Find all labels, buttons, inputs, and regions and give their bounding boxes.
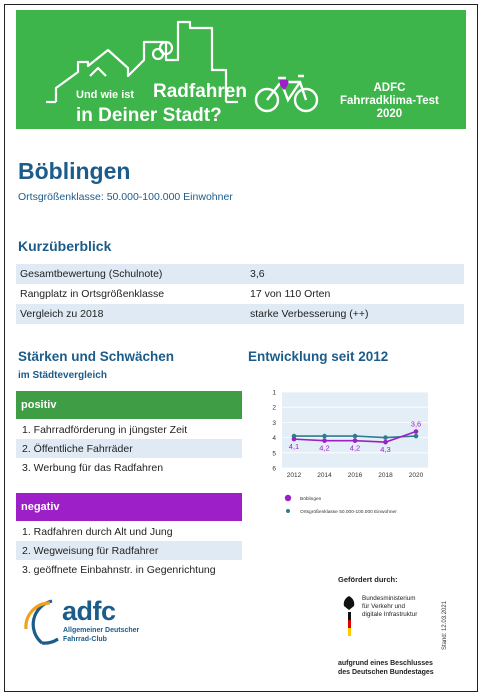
overview-value: 3,6 [250,268,265,280]
data-label: 4,3 [380,445,390,454]
strengths-heading: Stärken und Schwächen [18,349,175,364]
overview-heading: Kurzüberblick [18,238,112,254]
x-tick-label: 2020 [409,472,424,479]
data-point [383,435,388,440]
development-heading: Entwicklung seit 2012 [248,349,389,364]
data-point [322,438,327,443]
ministry-line-2: für Verkehr und [362,603,406,610]
funded-by-label: Gefördert durch: [338,575,398,584]
overview-row: Vergleich zu 2018 starke Verbesserung (+… [16,304,464,324]
list-item: 1. Radfahren durch Alt und Jung [22,525,173,538]
data-point [413,429,419,434]
city-title: Böblingen [18,158,131,184]
overview-row: Rangplatz in Ortsgrößenklasse 17 von 110… [16,284,464,304]
y-tick-label: 5 [272,450,276,457]
overview-row: Gesamtbewertung (Schulnote) 3,6 [16,264,464,284]
list-item: 2. Öffentliche Fahrräder [16,439,242,458]
city-skyline-illustration [46,20,319,113]
data-point [322,433,327,439]
overview-value: starke Verbesserung (++) [250,308,369,320]
overview-label: Vergleich zu 2018 [20,308,104,320]
x-tick-label: 2016 [348,472,363,479]
legend-label: Böblingen [300,496,322,502]
positive-header: positiv [16,391,242,419]
positive-list: 1. Fahrradförderung in jüngster Zeit 2. … [16,420,242,477]
x-tick-label: 2012 [287,472,302,479]
adfc-logo [24,599,59,645]
tagline-stadt: in Deiner Stadt? [76,105,222,126]
data-point [352,433,358,439]
overview-label: Gesamtbewertung (Schulnote) [20,268,163,280]
data-point [413,433,419,439]
brand-line-1: ADFC [373,82,406,94]
adfc-line-1: Allgemeiner Deutscher [63,627,140,634]
federal-eagle-flag-icon [343,596,355,636]
stand-date: Stand: 12.03.2021 [442,600,448,650]
negative-list: 1. Radfahren durch Alt und Jung 2. Wegwe… [16,522,242,579]
y-tick-label: 6 [272,466,276,473]
data-label: 3,6 [411,420,421,429]
y-tick-label: 1 [272,390,276,397]
list-item: 3. geöffnete Einbahnstr. in Gegenrichtun… [22,563,216,576]
data-point [352,438,358,443]
legend-marker [286,509,290,513]
test-brand: ADFC Fahrradklima-Test 2020 [340,82,439,121]
legend-marker [284,494,292,502]
ministry-name: Bundesministerium für Verkehr und digita… [362,595,417,619]
overview-table: Gesamtbewertung (Schulnote) 3,6 Rangplat… [16,264,464,324]
heart-icon [279,79,289,90]
brand-line-3: 2020 [376,108,403,120]
adfc-wordmark: adfc [62,596,116,626]
x-tick-label: 2014 [317,472,332,479]
list-item: 2. Wegweisung für Radfahrer [16,541,242,560]
overview-value: 17 von 110 Orten [250,288,331,300]
data-label: 4,1 [289,442,299,451]
list-item: 3. Werbung für das Radfahren [22,461,164,474]
resolution-line-2: des Deutschen Bundestages [338,669,434,676]
resolution-line-1: aufgrund eines Beschlusses [338,660,433,667]
tagline-radfahren: Radfahren [153,81,247,102]
plot-area [282,392,428,468]
list-item: 1. Fahrradförderung in jüngster Zeit [22,423,188,436]
y-tick-label: 4 [272,435,276,442]
data-label: 4,2 [319,444,329,453]
size-class: Ortsgrößenklasse: 50.000-100.000 Einwohn… [18,191,233,203]
ministry-line-3: digitale Infrastruktur [362,611,418,618]
y-tick-label: 3 [272,420,276,427]
adfc-line-2: Fahrrad-Club [63,635,107,643]
data-label: 4,2 [350,444,360,453]
legend-label: Ortsgrößenklasse 50.000-100.000 Einwohne… [300,509,397,515]
negative-header: negativ [16,493,242,521]
overview-label: Rangplatz in Ortsgrößenklasse [20,288,165,300]
ministry-line-1: Bundesministerium [362,595,416,602]
x-tick-label: 2018 [378,472,393,479]
bundestag-resolution: aufgrund eines Beschlusses des Deutschen… [338,659,434,677]
strengths-subheading: im Städtevergleich [18,370,107,381]
development-chart: 1 2 3 4 5 6 2012 2014 2016 2018 2020 4,1 4,2 4,2 4,3 3,… [272,390,428,515]
header-banner: Und wie ist Radfahren in Deiner Stadt? A… [16,10,466,129]
adfc-fullname: Allgemeiner Deutscher Fahrrad-Club [63,627,139,644]
bicycle-icon [254,74,319,113]
brand-line-2: Fahrradklima-Test [340,95,439,107]
data-point [291,436,297,442]
y-tick-label: 2 [272,405,276,412]
tagline-small: Und wie ist [76,89,135,101]
data-point [383,439,388,445]
